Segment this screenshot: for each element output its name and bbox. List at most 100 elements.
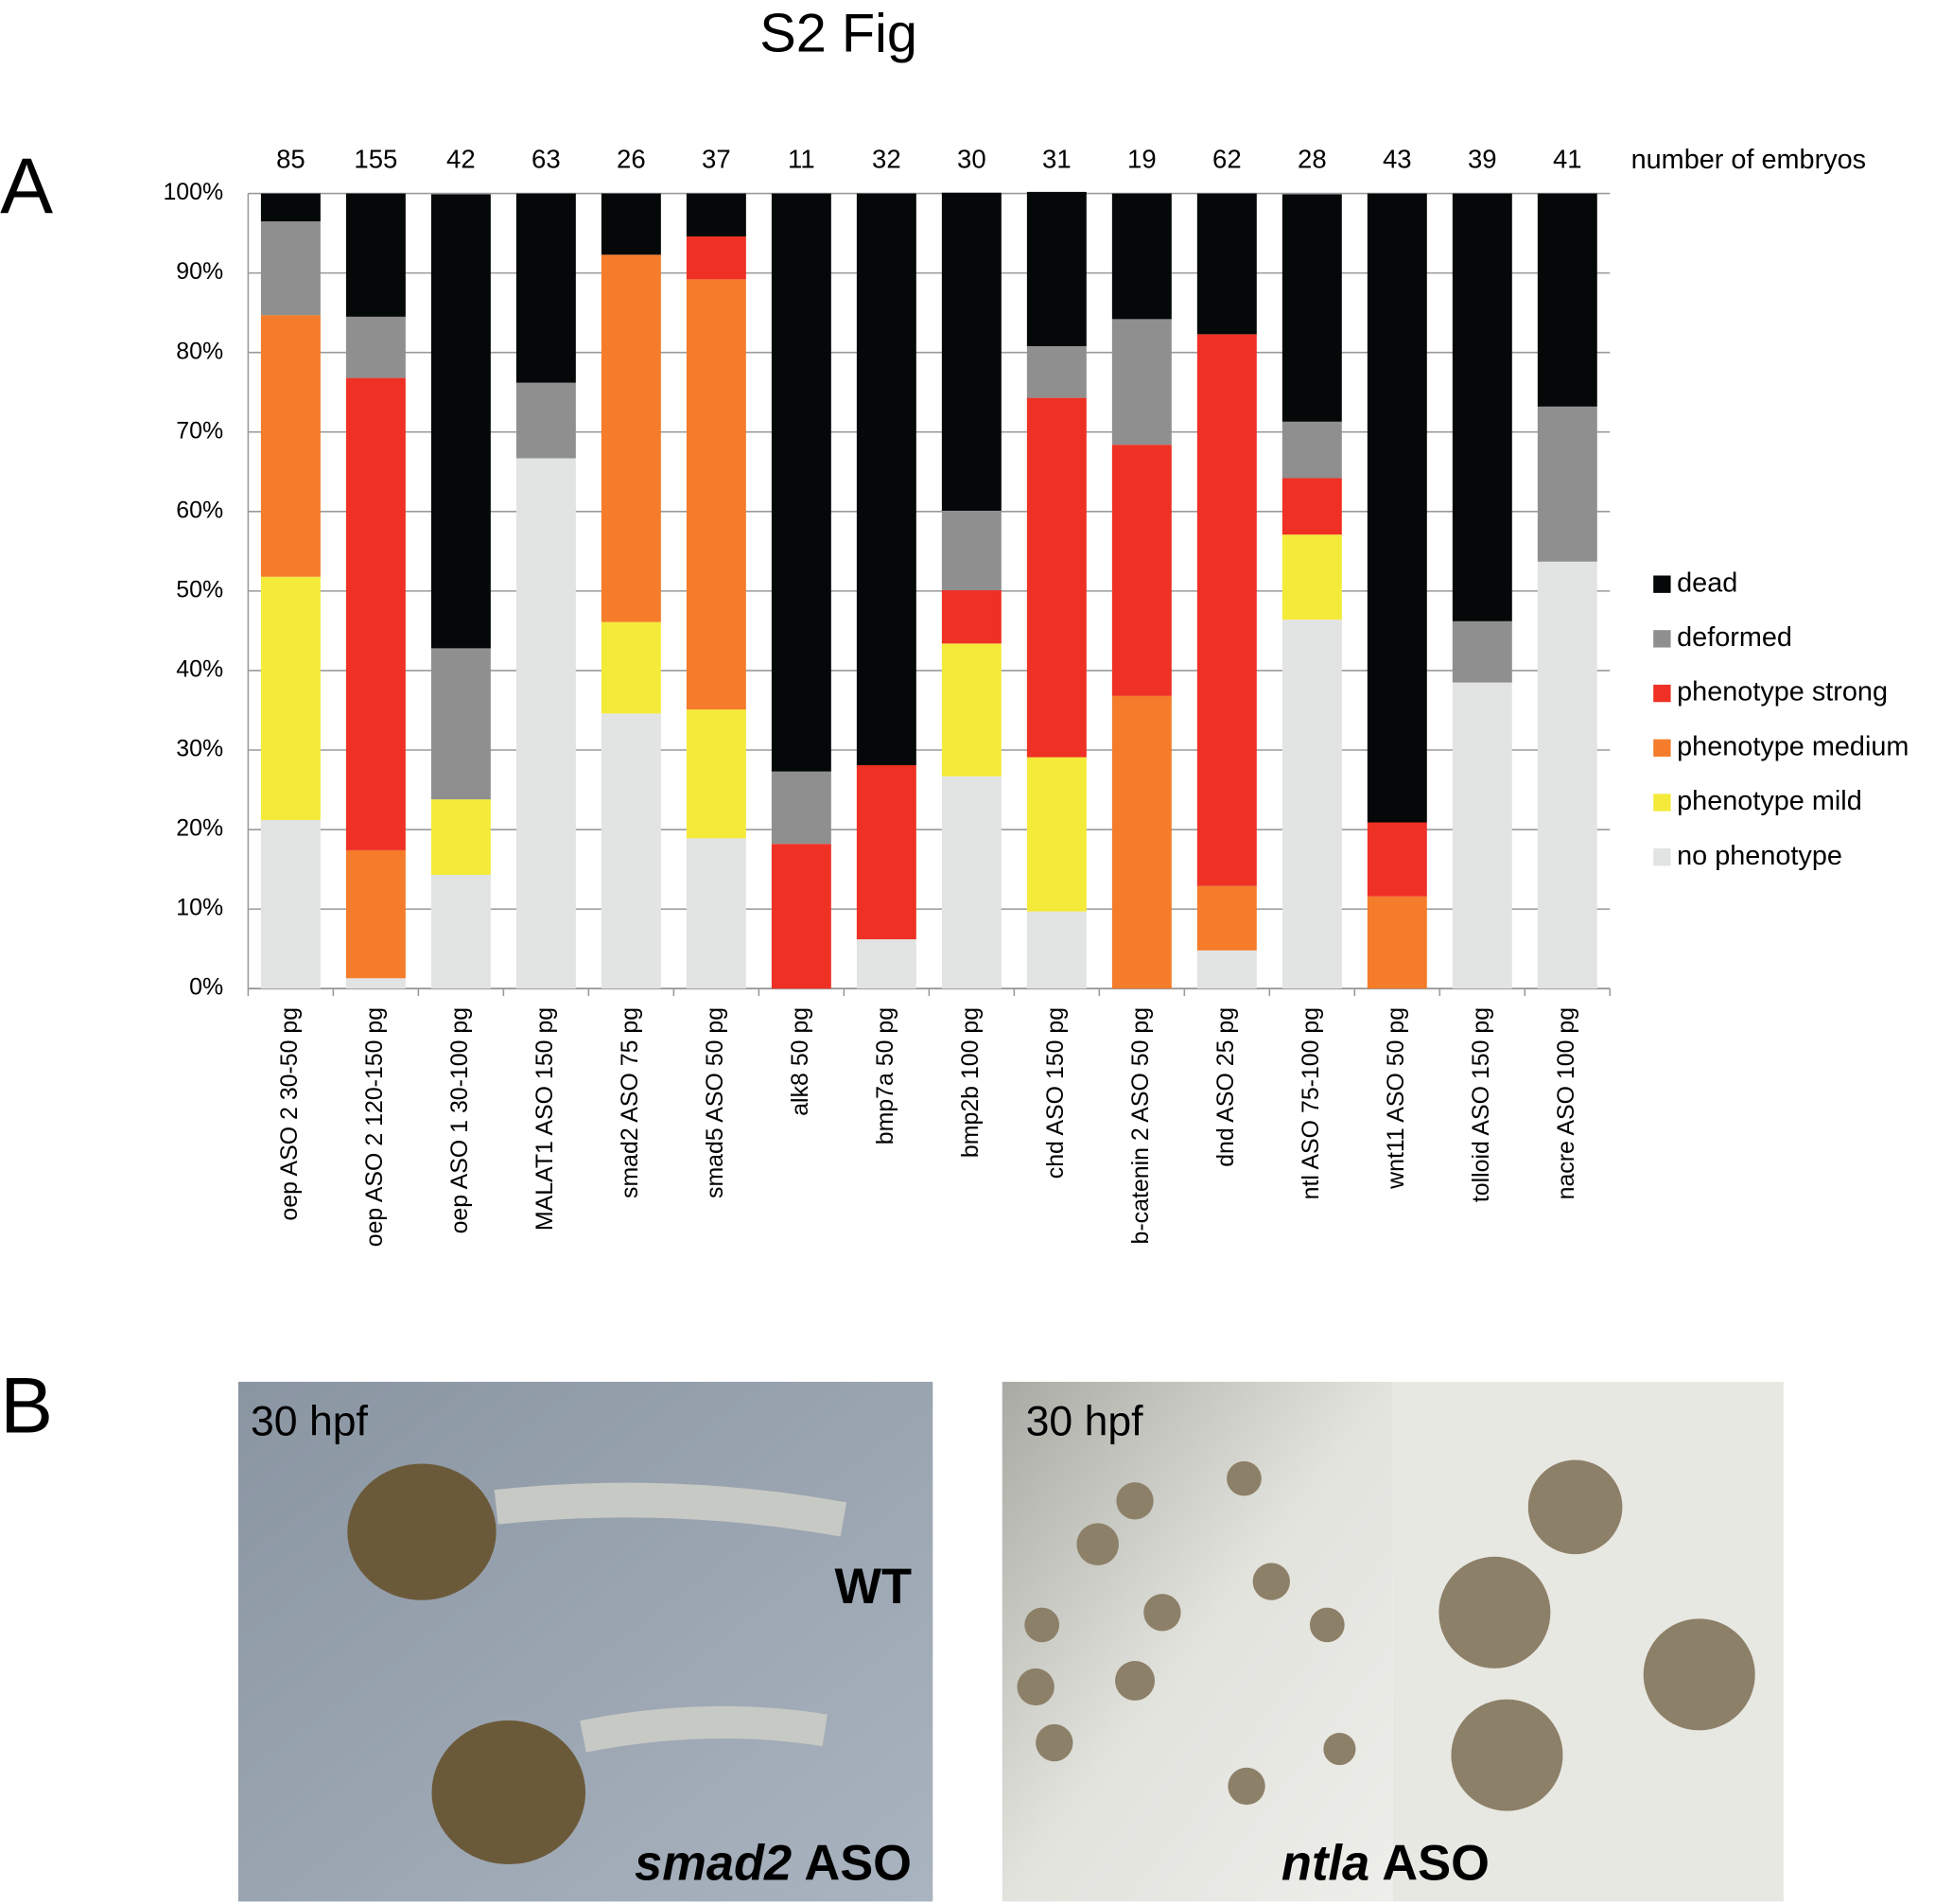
y-tick-label: 30% <box>176 736 223 762</box>
bar-segment <box>1026 191 1087 346</box>
bar-segment <box>1537 193 1597 407</box>
counts-label: number of embryos <box>1631 145 1866 175</box>
bar-segment <box>1196 334 1257 886</box>
legend-label: deformed <box>1677 622 1792 653</box>
x-tick-label: tolloid ASO 150 pg <box>1468 1007 1494 1202</box>
x-tick-label: bmp7a 50 pg <box>872 1007 898 1144</box>
y-tick-label: 70% <box>176 417 223 444</box>
bar-segment <box>430 194 491 649</box>
count-label: 11 <box>788 145 815 174</box>
y-tick-label: 10% <box>176 895 223 921</box>
stage-label: 30 hpf <box>251 1398 369 1444</box>
count-label: 26 <box>617 145 646 174</box>
bar-segment <box>1026 911 1087 989</box>
condition-label: ntla ASO <box>1281 1837 1490 1892</box>
bar-segment <box>941 510 1002 591</box>
gene-name: ntla <box>1281 1837 1369 1892</box>
bar-segment <box>686 709 746 839</box>
count-label: 28 <box>1298 145 1327 174</box>
count-label: 63 <box>532 145 561 174</box>
bar-segment <box>1196 885 1257 951</box>
x-tick-label: ntl ASO 75-100 pg <box>1298 1007 1324 1200</box>
x-tick-label: wnt11 ASO 50 pg <box>1383 1007 1409 1190</box>
x-tick-label: b-catenin 2 ASO 50 pg <box>1127 1007 1154 1245</box>
bar-segment <box>1281 478 1342 535</box>
count-label: 30 <box>957 145 986 174</box>
bar-segment <box>1281 421 1342 479</box>
bar-segment <box>1537 561 1597 989</box>
x-tick-label: nacre ASO 100 pg <box>1553 1007 1579 1200</box>
x-tick-label: MALAT1 ASO 150 pg <box>532 1007 558 1231</box>
bar-segment <box>1452 682 1512 989</box>
embryo-group <box>1017 1459 1755 1811</box>
bar-segment <box>260 315 321 577</box>
x-tick-label: dnd ASO 25 pg <box>1212 1007 1239 1167</box>
x-tick-label: chd ASO 150 pg <box>1042 1007 1069 1179</box>
bar-segment <box>260 819 321 989</box>
stage-label: 30 hpf <box>1026 1398 1144 1444</box>
bar-segment <box>1537 406 1597 562</box>
photo-wt-smad2 <box>237 1381 933 1902</box>
bar-segment <box>941 776 1002 989</box>
count-label: 37 <box>702 145 731 174</box>
bar-segment <box>686 279 746 710</box>
treatment: ASO <box>1382 1837 1490 1892</box>
bar-segment <box>1281 194 1342 422</box>
legend-swatch <box>1653 684 1671 703</box>
legend-label: phenotype mild <box>1677 786 1862 816</box>
x-tick-label: bmp2b 100 pg <box>957 1007 984 1158</box>
bar-segment <box>601 621 661 714</box>
bar-segment <box>686 838 746 989</box>
y-tick-label: 50% <box>176 576 223 603</box>
condition-label: smad2 ASO <box>635 1837 912 1892</box>
bar-segment <box>1196 193 1257 335</box>
bar-segment <box>345 849 406 979</box>
count-label: 39 <box>1468 145 1497 174</box>
bar-segment <box>1367 822 1427 897</box>
count-label: 43 <box>1383 145 1412 174</box>
embryo <box>347 1463 497 1600</box>
embryo <box>431 1720 586 1865</box>
legend-label: dead <box>1677 568 1737 598</box>
y-tick-label: 40% <box>176 656 223 683</box>
bar-segment <box>1367 896 1427 989</box>
bar-segment <box>856 193 916 765</box>
bar-segment <box>1111 695 1172 989</box>
bar-segment <box>1111 193 1172 320</box>
embryo-tail <box>580 1705 828 1753</box>
bar-segment <box>1281 620 1342 989</box>
bar-segment <box>430 874 491 989</box>
bar-segment <box>856 764 916 940</box>
bar-segment <box>941 643 1002 777</box>
bar-segment <box>771 193 831 772</box>
bar-segment <box>345 316 406 378</box>
photo-ntla-overview <box>1002 1381 1393 1902</box>
y-tick-label: 0% <box>189 974 223 1001</box>
bar-segment <box>1367 193 1427 823</box>
x-tick-label: oep ASO 1 30-100 pg <box>446 1007 473 1234</box>
legend-label: phenotype medium <box>1677 731 1909 761</box>
x-tick-label: smad5 ASO 50 pg <box>702 1007 728 1198</box>
bar-segment <box>686 236 746 280</box>
embryo-tail <box>494 1482 847 1537</box>
count-label: 155 <box>354 145 397 174</box>
gene-name: smad2 <box>635 1837 792 1892</box>
count-label: 62 <box>1212 145 1242 174</box>
x-tick-label: oep ASO 2 120-150 pg <box>361 1007 388 1247</box>
bar-segment <box>941 590 1002 644</box>
bar-segment <box>1111 445 1172 696</box>
legend-swatch <box>1653 739 1671 757</box>
bar-segment <box>515 193 576 383</box>
bar-segment <box>601 713 661 989</box>
x-tick-label: oep ASO 2 30-50 pg <box>276 1007 303 1221</box>
bar-segment <box>601 193 661 255</box>
y-tick-label: 60% <box>176 497 223 523</box>
panel-label: A <box>0 141 53 230</box>
bar-segment <box>1111 319 1172 445</box>
bar-segment <box>686 193 746 236</box>
bar-segment <box>515 382 576 459</box>
legend-swatch <box>1653 794 1671 812</box>
bar-segment <box>1452 193 1512 621</box>
y-tick-label: 90% <box>176 258 223 285</box>
